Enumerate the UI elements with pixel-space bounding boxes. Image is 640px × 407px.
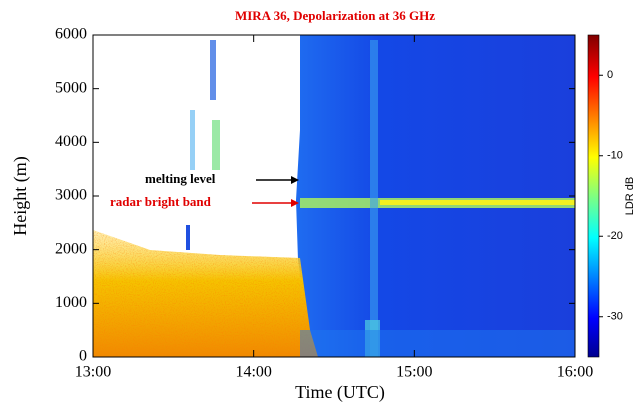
colorbar-tick-label: -20 <box>607 230 623 242</box>
x-tick-label: 16:00 <box>557 364 593 381</box>
y-axis-label: Height (m) <box>10 156 31 235</box>
heatmap-field <box>93 35 575 357</box>
y-tick-label: 1000 <box>55 294 87 311</box>
chart-title: MIRA 36, Depolarization at 36 GHz <box>235 8 435 23</box>
y-tick-label: 6000 <box>55 26 87 43</box>
x-tick-label: 13:00 <box>75 364 111 381</box>
y-tick-label: 3000 <box>55 187 87 204</box>
x-axis-label: Time (UTC) <box>295 382 385 403</box>
x-tick-label: 15:00 <box>396 364 432 381</box>
colorbar <box>587 34 600 358</box>
colorbar-tick-label: -30 <box>607 311 623 323</box>
annotation: melting level <box>128 170 299 190</box>
colorbar-tick-label: 0 <box>607 69 613 81</box>
annotation-text: melting level <box>145 171 216 186</box>
annotation-text: radar bright band <box>110 194 212 209</box>
annotation: radar bright band <box>108 193 299 213</box>
y-tick-label: 4000 <box>55 133 87 150</box>
colorbar-tick-label: -10 <box>607 150 623 162</box>
x-tick-label: 14:00 <box>235 364 271 381</box>
y-tick-label: 2000 <box>55 240 87 257</box>
y-tick-label: 0 <box>79 348 87 365</box>
axes: 0 1000 2000 3000 4000 5000 6000 13:00 14:00 15:00… <box>55 26 623 381</box>
y-tick-label: 5000 <box>55 79 87 96</box>
colorbar-label: LDR dB <box>624 177 636 216</box>
